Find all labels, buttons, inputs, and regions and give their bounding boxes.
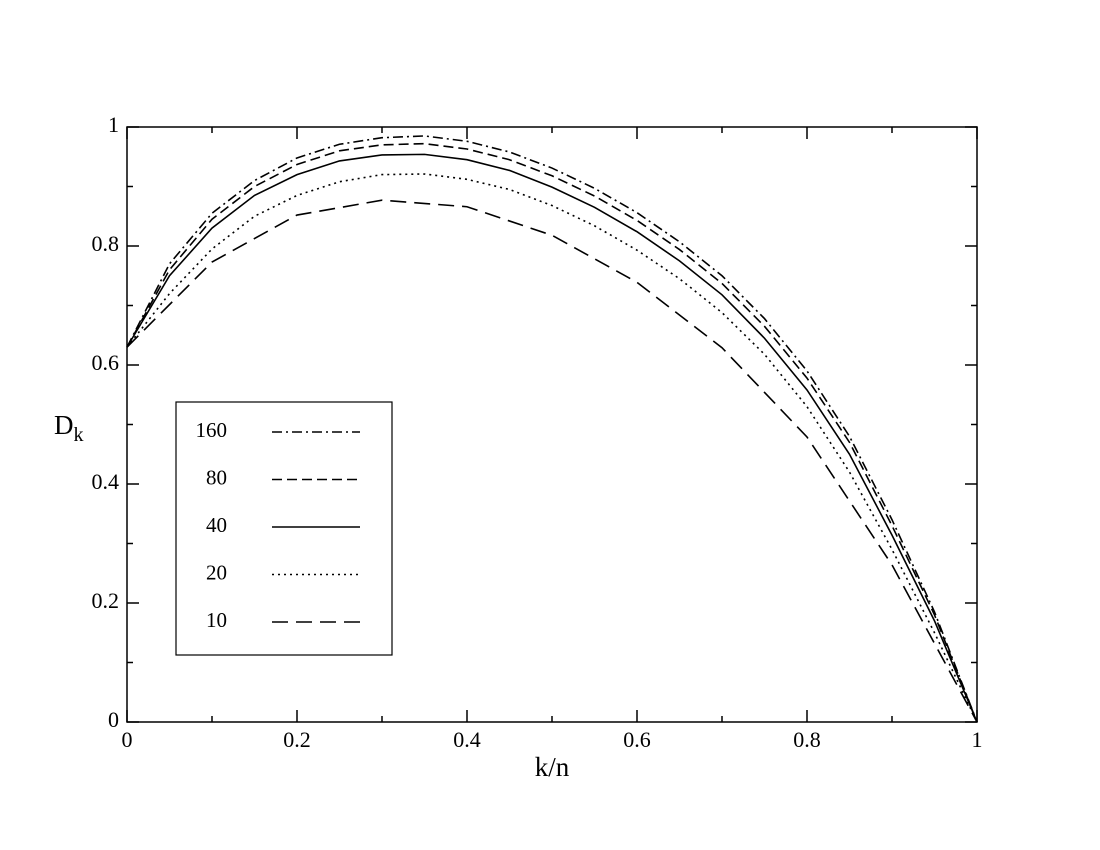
series-line (126, 153, 978, 723)
legend-label: 10 (206, 608, 227, 632)
series-line (126, 142, 978, 723)
x-tick-label: 0.2 (283, 727, 311, 752)
series-line (126, 135, 978, 723)
x-tick-label: 0.4 (453, 727, 481, 752)
y-tick-label: 0.6 (92, 350, 120, 375)
x-tick-label: 1 (972, 727, 983, 752)
x-tick-label: 0.8 (793, 727, 821, 752)
legend-box (175, 401, 393, 656)
legend-label: 160 (196, 418, 228, 442)
x-tick-label: 0 (122, 727, 133, 752)
y-tick-label: 0.4 (92, 469, 120, 494)
x-tick-label: 0.6 (623, 727, 651, 752)
legend-label: 20 (206, 560, 227, 584)
y-tick-label: 0.2 (92, 588, 120, 613)
y-axis-label: Dk (54, 410, 84, 445)
y-axis-label-main: D (54, 410, 74, 440)
y-axis-label-subscript: k (74, 424, 84, 446)
legend-label: 40 (206, 513, 227, 537)
y-tick-label: 1 (108, 112, 119, 137)
y-tick-label: 0 (108, 707, 119, 732)
y-tick-label: 0.8 (92, 231, 120, 256)
series-line (126, 173, 978, 723)
legend-label: 80 (206, 465, 227, 489)
x-axis-label: k/n (535, 752, 570, 782)
